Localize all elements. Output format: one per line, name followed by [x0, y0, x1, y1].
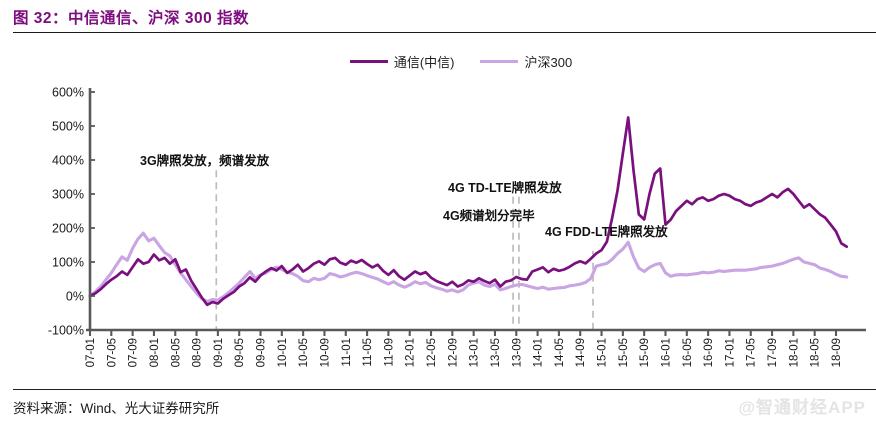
x-tick-label: 14-01 — [533, 338, 545, 367]
x-tick-label: 16-09 — [703, 338, 715, 367]
title-divider — [13, 32, 876, 33]
x-tick-label: 15-01 — [597, 338, 609, 367]
x-tick-label: 12-05 — [426, 338, 438, 367]
x-tick-label: 10-09 — [319, 338, 331, 367]
x-tick-label: 07-05 — [106, 338, 118, 367]
series-line-hs300 — [88, 231, 849, 303]
x-tick-label: 09-05 — [234, 338, 246, 367]
legend-label: 通信(中信) — [393, 55, 455, 70]
chart-legend: 通信(中信) 沪深300 — [0, 52, 876, 71]
x-tick-label: 08-01 — [149, 338, 161, 367]
watermark-text: @智通财经APP — [738, 398, 866, 417]
x-tick-label: 17-09 — [767, 338, 779, 367]
x-tick-label: 12-09 — [447, 338, 459, 367]
x-tick-label: 18-01 — [788, 338, 800, 367]
series-line-tongxin — [88, 116, 849, 307]
x-tick-label: 15-05 — [618, 338, 630, 367]
x-tick-label: 10-01 — [277, 338, 289, 367]
x-tick-label: 16-01 — [660, 338, 672, 367]
y-tick-label: -100% — [48, 324, 84, 338]
x-tick-label: 09-01 — [213, 338, 225, 367]
x-tick-label: 08-09 — [192, 338, 204, 367]
x-tick-label: 10-05 — [298, 338, 310, 367]
annotation-3g: 3G牌照发放，频谱发放 — [140, 154, 270, 168]
x-tick-label: 07-09 — [128, 338, 140, 367]
y-tick-label: 0% — [66, 290, 84, 304]
x-tick-label: 09-09 — [256, 338, 268, 367]
x-tick-label: 11-01 — [341, 338, 353, 367]
x-tick-label: 15-09 — [639, 338, 651, 367]
x-tick-label: 08-05 — [170, 338, 182, 367]
x-tick-label: 13-09 — [511, 338, 523, 367]
annotation-4g-tdlte: 4G TD-LTE牌照发放 — [448, 181, 562, 195]
footer-divider — [13, 389, 876, 390]
x-tick-label: 18-09 — [831, 338, 843, 367]
x-tick-label: 11-05 — [362, 338, 374, 367]
y-tick-label: 600% — [52, 86, 84, 100]
x-tick-label: 13-05 — [490, 338, 502, 367]
legend-line-swatch-dark — [349, 60, 388, 63]
y-tick-label: 100% — [52, 256, 84, 270]
y-tick-label: 400% — [52, 154, 84, 168]
legend-item-hs300: 沪深300 — [480, 52, 572, 71]
x-tick-label: 12-01 — [405, 338, 417, 367]
y-tick-label: 200% — [52, 222, 84, 236]
x-tick-label: 07-01 — [85, 338, 97, 367]
x-tick-label: 17-01 — [724, 338, 736, 367]
annotation-4g-spectrum: 4G频谱划分完毕 — [443, 209, 535, 223]
x-tick-label: 14-05 — [554, 338, 566, 367]
x-tick-label: 14-09 — [575, 338, 587, 367]
y-tick-label: 300% — [52, 188, 84, 202]
x-tick-label: 18-05 — [810, 338, 822, 367]
x-tick-label: 17-05 — [746, 338, 758, 367]
y-tick-label: 500% — [52, 120, 84, 134]
legend-line-swatch-light — [480, 60, 519, 63]
x-tick-label: 11-09 — [383, 338, 395, 367]
x-tick-label: 13-01 — [469, 338, 481, 367]
data-source-note: 资料来源：Wind、光大证券研究所 — [13, 401, 220, 416]
legend-item-tongxin: 通信(中信) — [349, 52, 455, 71]
annotation-4g-fddlte: 4G FDD-LTE牌照发放 — [545, 225, 668, 239]
legend-label: 沪深300 — [524, 55, 573, 70]
x-tick-label: 16-05 — [682, 338, 694, 367]
figure-title: 图 32：中信通信、沪深 300 指数 — [13, 10, 250, 27]
